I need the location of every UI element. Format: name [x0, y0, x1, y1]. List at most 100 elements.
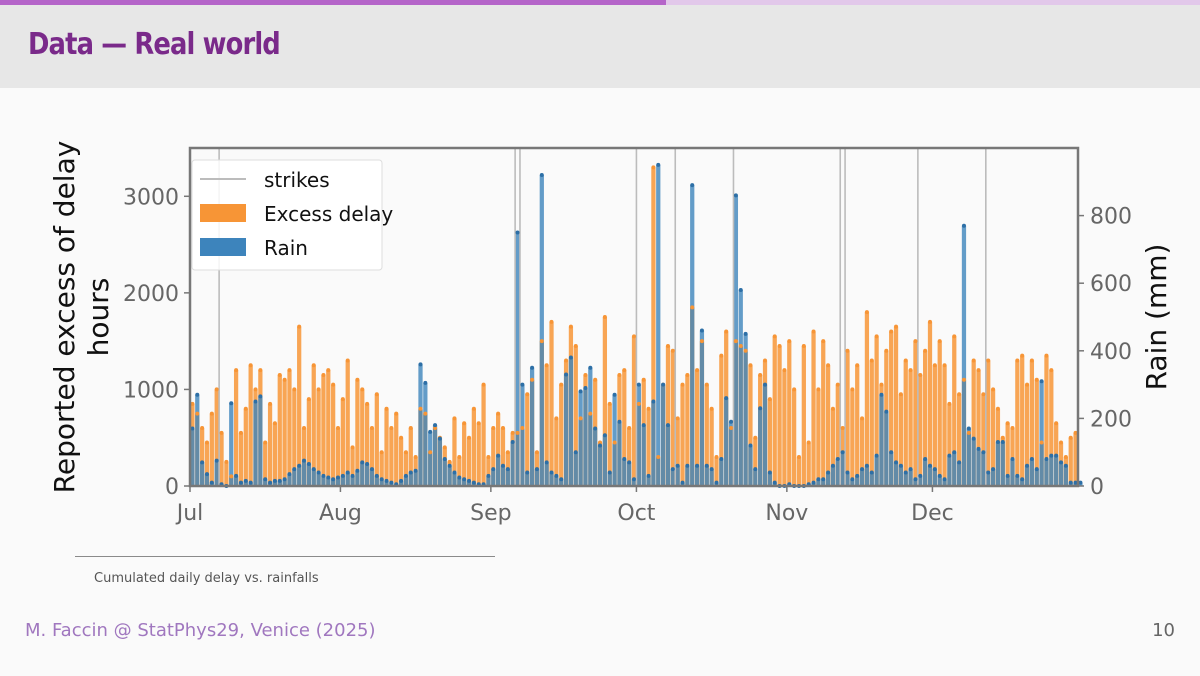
delay-point	[1015, 358, 1020, 363]
rain-point	[272, 478, 277, 483]
rain-point	[428, 429, 433, 434]
delay-point	[995, 406, 1000, 411]
x-tick-label: Dec	[911, 501, 954, 526]
y-right-tick-label: 800	[1090, 205, 1132, 230]
rain-point	[743, 331, 748, 336]
delay-bar	[753, 437, 758, 486]
delay-bar	[282, 379, 287, 486]
delay-points	[190, 165, 1078, 479]
rain-bar	[350, 475, 355, 486]
rain-bar	[360, 462, 365, 486]
delay-point	[384, 406, 389, 411]
rain-point	[243, 478, 248, 483]
delay-bar	[665, 345, 671, 486]
delay-point	[714, 455, 719, 460]
delay-point	[869, 358, 874, 363]
delay-point	[369, 426, 374, 431]
rain-bar	[1034, 469, 1039, 486]
delay-point	[874, 334, 879, 339]
rain-point	[1049, 453, 1054, 458]
rain-bar	[631, 479, 637, 486]
delay-point	[636, 401, 641, 406]
rain-point	[491, 467, 496, 472]
rain-bar	[709, 469, 714, 486]
delay-bar	[627, 428, 632, 486]
rain-bar	[462, 479, 467, 486]
rain-bar	[583, 387, 588, 486]
delay-point	[481, 382, 486, 387]
delay-bar	[792, 389, 797, 486]
rain-point	[374, 473, 379, 478]
rain-point	[976, 446, 981, 451]
delay-bar	[748, 365, 753, 486]
rain-point	[369, 467, 374, 472]
rain-point	[554, 473, 559, 478]
rain-point	[656, 162, 661, 167]
rain-point	[593, 426, 598, 431]
delay-point	[568, 324, 573, 329]
delay-point	[253, 387, 258, 392]
rain-bar	[345, 472, 350, 486]
rain-bar	[966, 428, 971, 486]
delay-bar	[685, 374, 690, 486]
rain-point	[486, 473, 491, 478]
delay-point	[306, 397, 311, 402]
delay-point	[379, 450, 384, 455]
delay-point	[612, 440, 617, 445]
y-left-tick-label: 2000	[123, 282, 179, 307]
delay-bar	[923, 350, 928, 486]
delay-bar	[272, 423, 278, 486]
rain-point	[1034, 467, 1039, 472]
delay-bar	[952, 336, 957, 486]
delay-bar	[500, 428, 506, 486]
rain-point	[297, 463, 302, 468]
delay-point	[864, 310, 869, 315]
rain-bar	[529, 367, 535, 486]
delay-point	[607, 401, 612, 406]
delay-bar	[767, 399, 772, 486]
rain-point	[845, 470, 850, 475]
rain-bar	[447, 465, 452, 486]
delay-bar	[990, 389, 996, 486]
delay-point	[394, 411, 399, 416]
delay-bar	[607, 403, 612, 486]
delay-bar	[408, 428, 413, 486]
rain-point	[918, 473, 923, 478]
delay-bar	[204, 442, 210, 486]
rain-point	[661, 382, 666, 387]
rain-point	[598, 443, 603, 448]
delay-bar	[971, 360, 976, 486]
rain-bar	[510, 442, 515, 486]
delay-point	[496, 411, 501, 416]
rain-bar	[457, 477, 462, 486]
delay-bar	[384, 408, 389, 486]
legend-rain-swatch	[200, 238, 246, 256]
delay-point	[1005, 421, 1010, 426]
y-left-axis-label: Reported excess of delayhours	[48, 141, 115, 494]
rain-point	[923, 456, 928, 461]
delay-point	[214, 387, 219, 392]
rain-bar	[442, 458, 447, 486]
y-right-tick-label: 600	[1090, 272, 1132, 297]
rain-bar	[942, 479, 947, 486]
rain-bar	[699, 330, 705, 486]
delay-point	[1068, 435, 1073, 440]
rain-point	[627, 460, 632, 465]
delay-bar	[340, 399, 345, 486]
rain-point	[345, 470, 350, 475]
delay-bar	[476, 423, 481, 486]
rain-point	[365, 462, 370, 467]
delay-point	[792, 387, 797, 392]
delay-point	[418, 406, 423, 411]
rain-bar	[563, 374, 569, 486]
rain-bar	[656, 164, 661, 486]
rain-point	[520, 382, 525, 387]
delay-point	[515, 430, 520, 435]
rain-point	[331, 477, 336, 482]
rain-bar	[748, 445, 753, 486]
delay-bar	[825, 365, 831, 486]
rain-bar	[874, 455, 879, 486]
delay-point	[665, 343, 670, 348]
delay-bar	[491, 428, 496, 486]
delay-bar	[549, 321, 554, 486]
